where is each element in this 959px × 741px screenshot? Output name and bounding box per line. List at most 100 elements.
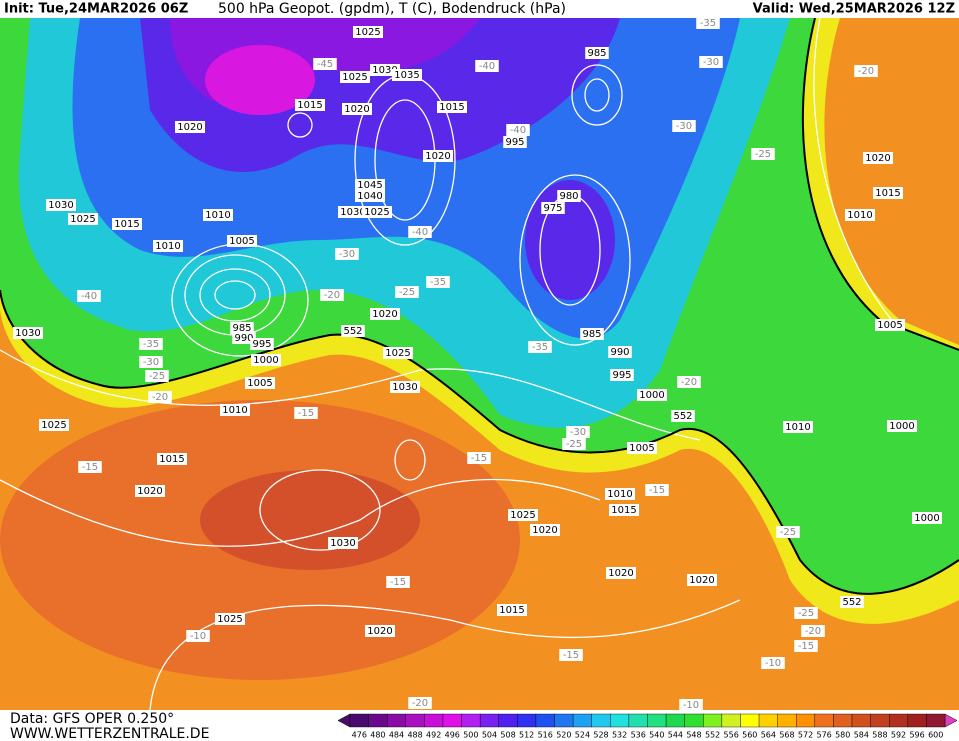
temperature-label-box xyxy=(506,124,530,136)
temperature-label: -25 xyxy=(566,439,582,450)
colorbar-label: 476 xyxy=(352,731,367,740)
temperature-label-box xyxy=(408,226,432,238)
pressure-label-box xyxy=(845,209,875,221)
pressure-label: 1020 xyxy=(532,525,557,536)
colorbar-swatch xyxy=(461,713,481,728)
pressure-label-box xyxy=(227,235,257,247)
pressure-label: 1025 xyxy=(70,214,95,225)
pressure-label: 1015 xyxy=(297,100,322,111)
pressure-label-box xyxy=(503,136,527,148)
pressure-label-box xyxy=(608,346,632,358)
temperature-label-box xyxy=(386,576,410,588)
colorbar-label: 516 xyxy=(538,731,553,740)
pressure-label-box xyxy=(875,319,905,331)
contour-552 xyxy=(0,17,959,595)
pressure-label: 1010 xyxy=(607,489,632,500)
pressure-label-box xyxy=(135,485,165,497)
pressure-label: 1020 xyxy=(344,104,369,115)
pressure-label-box xyxy=(295,99,325,111)
colorbar-label: 540 xyxy=(649,731,664,740)
temperature-label-box xyxy=(467,452,491,464)
temperature-label: -25 xyxy=(798,608,814,619)
colorbar-swatch xyxy=(703,713,723,728)
pressure-label: 1000 xyxy=(889,421,914,432)
pressure-label-box xyxy=(437,101,467,113)
pressure-label: 1025 xyxy=(217,614,242,625)
pressure-label: 1030 xyxy=(15,328,40,339)
temperature-label: -20 xyxy=(152,392,168,403)
pressure-label-box xyxy=(365,625,395,637)
pressure-label-box xyxy=(390,381,420,393)
colorbar-swatch xyxy=(889,713,909,728)
temperature-label-box xyxy=(77,290,101,302)
colorbar-swatch xyxy=(758,713,778,728)
temperature-label: -15 xyxy=(798,641,814,652)
pressure-label-box xyxy=(887,420,917,432)
colorbar-label: 576 xyxy=(817,731,832,740)
colorbar-label: 492 xyxy=(426,731,441,740)
pressure-label-box xyxy=(157,453,187,465)
temperature-label: -15 xyxy=(649,485,665,496)
temperature-label-box xyxy=(148,391,172,403)
pressure-label: 1025 xyxy=(510,510,535,521)
temperature-label: -35 xyxy=(430,277,446,288)
pressure-label-box xyxy=(627,442,657,454)
colorbar-label: 480 xyxy=(370,731,385,740)
colorbar-label: 508 xyxy=(500,731,515,740)
pressure-label-box xyxy=(609,504,639,516)
colorbar-label: 528 xyxy=(593,731,608,740)
colorbar-swatch xyxy=(498,713,518,728)
pressure-label-box xyxy=(250,338,274,350)
temperature-label: -20 xyxy=(681,377,697,388)
pressure-label-box xyxy=(232,332,256,344)
colorbar-swatch xyxy=(926,713,946,728)
pressure-label: 1020 xyxy=(608,568,633,579)
pressure-label: 1000 xyxy=(639,390,664,401)
colorbar-label: 588 xyxy=(872,731,887,740)
colorbar-label: 532 xyxy=(612,731,627,740)
pressure-label-box xyxy=(175,121,205,133)
colorbar-swatch xyxy=(777,713,797,728)
temperature-label: -35 xyxy=(532,342,548,353)
header-bar xyxy=(0,0,959,18)
colorbar-swatch xyxy=(833,713,853,728)
temperature-label-box xyxy=(528,341,552,353)
temperature-label-box xyxy=(801,625,825,637)
pressure-label-box xyxy=(912,512,942,524)
temperature-label-box xyxy=(679,699,703,711)
pressure-label-box xyxy=(353,26,383,38)
colorbar-swatch xyxy=(405,713,425,728)
temperature-label: -25 xyxy=(780,527,796,538)
temperature-label: -25 xyxy=(149,371,165,382)
pressure-label: 1045 xyxy=(357,180,382,191)
pressure-label-box xyxy=(508,509,538,521)
colorbar-label: 552 xyxy=(705,731,720,740)
pressure-label: 975 xyxy=(543,203,562,214)
contour-label: 552 xyxy=(673,411,692,422)
colorbar-label: 548 xyxy=(686,731,701,740)
colorbar-swatch xyxy=(349,713,369,728)
pressure-label: 1015 xyxy=(159,454,184,465)
temperature-label-box xyxy=(186,630,210,642)
temperature-label-box xyxy=(78,461,102,473)
map-area xyxy=(0,17,959,711)
init-text: Init: Tue,24MAR2026 06Z xyxy=(4,2,188,17)
temperature-label-box xyxy=(408,697,432,709)
pressure-label: 1025 xyxy=(41,420,66,431)
pressure-label-box xyxy=(423,150,453,162)
pressure-label: 985 xyxy=(232,323,251,334)
pressure-label: 1015 xyxy=(875,188,900,199)
temperature-label: -10 xyxy=(190,631,206,642)
pressure-label-box xyxy=(355,179,385,191)
temperature-label: -20 xyxy=(412,698,428,709)
temperature-label-box xyxy=(426,276,450,288)
colorbar-label: 592 xyxy=(891,731,906,740)
pressure-label: 1020 xyxy=(367,626,392,637)
temperature-label: -30 xyxy=(339,249,355,260)
map-labels: 1025102510301035102010151020101510209959… xyxy=(13,17,942,711)
pressure-label-box xyxy=(610,369,634,381)
contour-label: 552 xyxy=(343,326,362,337)
temperature-label-box xyxy=(794,640,818,652)
pressure-label-box xyxy=(541,202,565,214)
temperature-label: -20 xyxy=(324,290,340,301)
